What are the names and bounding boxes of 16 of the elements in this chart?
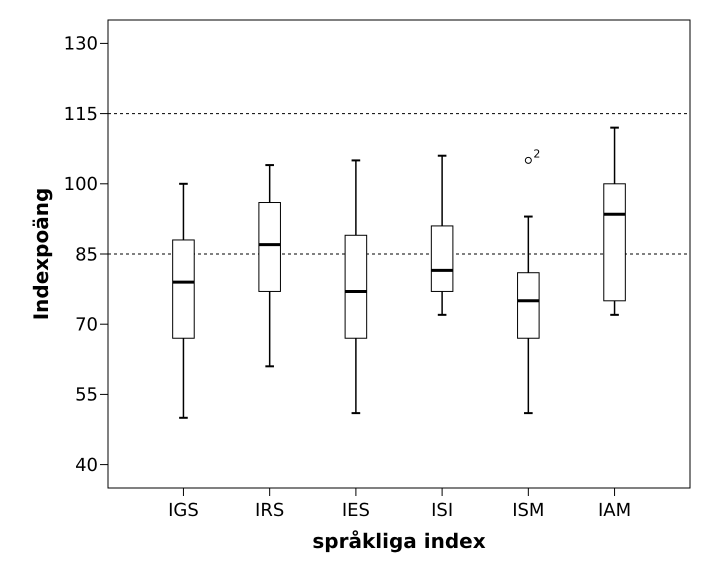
x-tick-label: IES bbox=[342, 500, 370, 521]
x-tick-label: IGS bbox=[168, 500, 199, 521]
x-tick-label: IAM bbox=[598, 500, 632, 521]
x-tick-label: ISM bbox=[512, 500, 544, 521]
y-axis-title: Indexpoäng bbox=[29, 188, 53, 320]
annotation: 2 bbox=[533, 147, 540, 160]
x-axis-title: språkliga index bbox=[312, 529, 486, 553]
y-tick-label: 115 bbox=[64, 104, 98, 125]
y-tick-label: 70 bbox=[75, 314, 98, 336]
y-tick-label: 55 bbox=[75, 384, 98, 406]
y-tick-label: 40 bbox=[75, 454, 98, 476]
y-tick-label: 130 bbox=[64, 34, 98, 55]
x-tick-label: ISI bbox=[431, 500, 454, 521]
x-tick-label: IRS bbox=[255, 500, 284, 521]
y-tick-label: 100 bbox=[64, 174, 98, 196]
y-tick-label: 85 bbox=[75, 244, 98, 266]
